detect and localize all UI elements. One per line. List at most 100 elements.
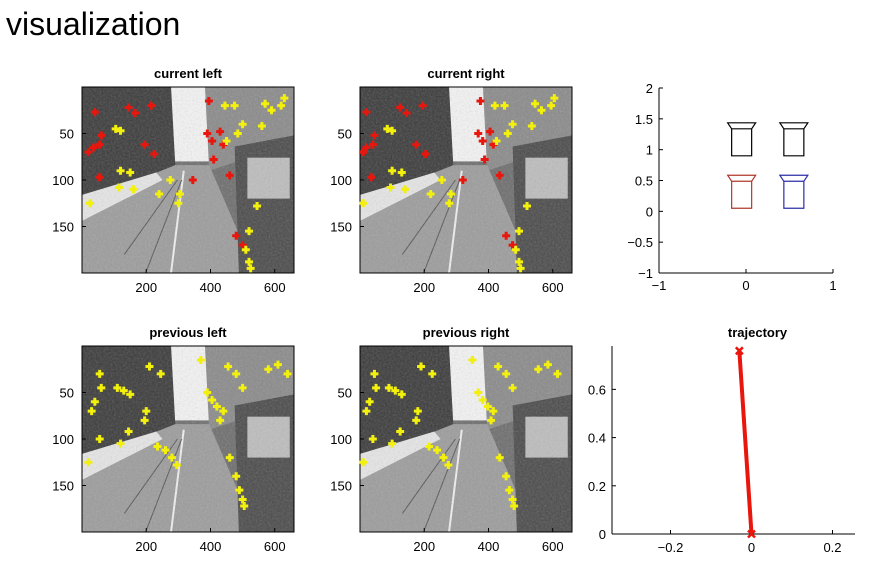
feature-point	[208, 395, 217, 404]
feature-point	[474, 388, 483, 397]
feature-point	[550, 94, 559, 103]
feature-point	[368, 435, 377, 443]
x-tick-label: 200	[413, 539, 435, 554]
feature-point	[222, 136, 231, 145]
feature-point	[444, 461, 453, 470]
feature-point	[95, 435, 104, 443]
y-tick-label: 150	[52, 220, 74, 235]
feature-point	[253, 202, 262, 211]
x-tick-label: 400	[478, 539, 500, 554]
feature-point	[439, 453, 448, 462]
feature-point	[502, 369, 511, 378]
feature-point	[446, 189, 455, 198]
feature-point	[553, 369, 562, 378]
feature-point	[145, 362, 154, 371]
feature-point	[412, 416, 421, 425]
feature-point	[503, 129, 512, 138]
feature-point	[233, 129, 242, 138]
feature-point	[502, 231, 511, 240]
page-title: visualization	[6, 6, 181, 42]
feature-point	[224, 362, 233, 371]
feature-point	[388, 126, 397, 135]
camera-frustum	[726, 122, 757, 157]
feature-point	[97, 383, 106, 392]
y-tick-label: 50	[60, 127, 74, 142]
feature-point	[428, 369, 437, 378]
feature-point	[365, 397, 374, 406]
feature-point	[543, 360, 552, 369]
x-tick-label: 0	[748, 540, 755, 555]
feature-point	[426, 189, 435, 198]
feature-point	[140, 140, 149, 149]
x-tick-label: 400	[200, 539, 222, 554]
feature-point	[487, 416, 496, 425]
feature-point	[124, 427, 133, 436]
feature-point	[273, 360, 282, 369]
feature-point	[257, 122, 266, 131]
feature-point	[116, 439, 125, 448]
feature-point	[124, 103, 133, 112]
feature-point	[483, 402, 492, 411]
feature-point	[396, 103, 405, 112]
image-texture	[82, 87, 294, 273]
feature-point	[119, 386, 128, 395]
image-texture	[360, 346, 572, 532]
feature-point	[87, 407, 96, 416]
x-tick-label: 200	[135, 539, 157, 554]
chart-camera-poses: −1 0 1 −1 −0.5 0 0.5 1 1.5 2	[627, 81, 836, 293]
feature-point	[495, 171, 504, 180]
y-tick-label: 0	[646, 204, 653, 219]
y-tick-label: 0.5	[635, 174, 653, 189]
feature-point	[508, 495, 517, 504]
chart-title: current right	[427, 66, 505, 81]
y-tick-label: 50	[338, 127, 352, 142]
feature-point	[492, 136, 501, 145]
feature-point	[280, 94, 289, 103]
feature-point	[370, 131, 379, 140]
feature-point	[531, 99, 540, 108]
feature-point	[267, 106, 276, 115]
feature-point	[494, 362, 503, 371]
feature-point	[209, 155, 218, 164]
feature-point	[425, 442, 434, 451]
feature-point	[511, 245, 520, 254]
y-tick-label: 1	[646, 143, 653, 158]
y-tick-label: −0.5	[627, 235, 653, 250]
chart-current-right: current right 200 400 600 50 100 150	[330, 66, 573, 295]
feature-point	[476, 96, 485, 105]
feature-point	[523, 202, 532, 211]
feature-point	[246, 264, 255, 273]
feature-point	[486, 127, 495, 136]
feature-point	[277, 101, 286, 110]
feature-point	[359, 148, 368, 157]
feature-point	[468, 355, 477, 364]
chart-title: previous left	[149, 325, 227, 340]
feature-point	[232, 472, 241, 481]
x-tick-label: 0.2	[823, 540, 841, 555]
y-tick-label: 0.2	[588, 479, 606, 494]
feature-point	[203, 129, 212, 138]
feature-point	[90, 397, 99, 406]
feature-point	[527, 122, 536, 131]
chart-title: current left	[154, 66, 223, 81]
feature-point	[155, 189, 164, 198]
feature-point	[368, 140, 377, 149]
x-tick-label: −1	[652, 278, 667, 293]
feature-point	[131, 109, 139, 118]
feature-point	[161, 446, 170, 455]
feature-point	[490, 101, 499, 110]
feature-point	[383, 124, 392, 133]
feature-point	[397, 390, 406, 399]
feature-point	[95, 173, 104, 182]
feature-point	[515, 257, 523, 266]
feature-point	[245, 257, 254, 266]
x-tick-label: 600	[542, 280, 564, 295]
feature-point	[397, 168, 406, 177]
feature-point	[516, 264, 525, 273]
feature-point	[508, 241, 517, 250]
image-texture	[82, 346, 294, 532]
feature-point	[166, 176, 175, 184]
feature-point	[175, 189, 184, 198]
feature-point	[212, 402, 221, 411]
